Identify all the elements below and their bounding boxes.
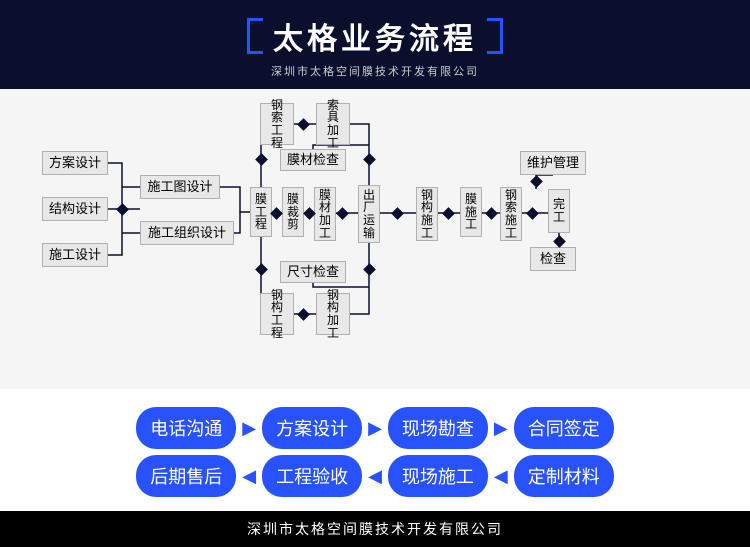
flow-node-n9: 索 具 加 工: [316, 103, 350, 145]
step-arrow-icon: ▶: [242, 418, 256, 439]
step-pill: 合同签定: [514, 407, 614, 449]
step-pill: 现场施工: [388, 455, 488, 497]
step-pill: 后期售后: [136, 455, 236, 497]
step-arrow-icon: ◀: [494, 466, 508, 487]
bracket-right: [487, 18, 503, 54]
steps-row-2: 后期售后 ◀ 工程验收 ◀ 现场施工 ◀ 定制材料: [0, 455, 750, 497]
flow-node-n7: 膜 材 加 工: [314, 187, 336, 241]
header: 太格业务流程 深圳市太格空间膜技术开发有限公司: [0, 0, 750, 89]
flow-node-n11: 钢 构 加 工: [316, 293, 350, 335]
flow-node-n14: 出 厂 运 输: [358, 185, 380, 243]
step-arrow-icon: ◀: [368, 466, 382, 487]
flow-node-n6: 膜 裁 剪: [282, 187, 304, 237]
flow-node-n18: 完 工: [548, 189, 570, 233]
step-pill: 方案设计: [262, 407, 362, 449]
flow-node-n16: 膜 施 工: [460, 187, 482, 237]
footer: 深圳市太格空间膜技术开发有限公司: [0, 511, 750, 547]
flow-node-n0: 方案设计: [42, 151, 108, 175]
flow-node-n8: 钢 索 工 程: [260, 103, 294, 145]
title-wrap: 太格业务流程: [247, 14, 503, 58]
flow-node-n2: 施工设计: [42, 243, 108, 267]
flow-node-n1: 结构设计: [42, 197, 108, 221]
flow-node-n10: 钢 构 工 程: [260, 293, 294, 335]
flow-node-n15: 钢 构 施 工: [416, 187, 438, 241]
flow-node-n4: 施工组织设计: [140, 221, 234, 245]
flowchart-area: 方案设计结构设计施工设计 施工图设计施工组织设计膜 工 程膜 裁 剪膜 材 加 工…: [0, 89, 750, 389]
flow-node-n5: 膜 工 程: [250, 187, 272, 237]
step-pill: 定制材料: [514, 455, 614, 497]
flow-node-n20: 检查: [530, 247, 576, 271]
flow-node-n3: 施工图设计: [140, 175, 220, 199]
step-arrow-icon: ◀: [242, 466, 256, 487]
step-pill: 现场勘查: [388, 407, 488, 449]
step-pill: 工程验收: [262, 455, 362, 497]
step-arrow-icon: ▶: [494, 418, 508, 439]
step-pill: 电话沟通: [136, 407, 236, 449]
steps-row-1: 电话沟通 ▶ 方案设计 ▶ 现场勘查 ▶ 合同签定: [0, 407, 750, 449]
flow-node-n19: 维护管理: [520, 151, 586, 175]
page-title: 太格业务流程: [273, 14, 477, 58]
bracket-left: [247, 18, 263, 54]
flow-node-n17: 钢 索 施 工: [500, 187, 522, 241]
flow-node-n12: 膜材检查: [280, 149, 346, 171]
steps-section: 电话沟通 ▶ 方案设计 ▶ 现场勘查 ▶ 合同签定 后期售后 ◀ 工程验收 ◀ 现场施工 ◀ 定制材料: [0, 389, 750, 511]
page-subtitle: 深圳市太格空间膜技术开发有限公司: [0, 63, 750, 79]
step-arrow-icon: ▶: [368, 418, 382, 439]
flow-node-n13: 尺寸检查: [280, 261, 346, 283]
